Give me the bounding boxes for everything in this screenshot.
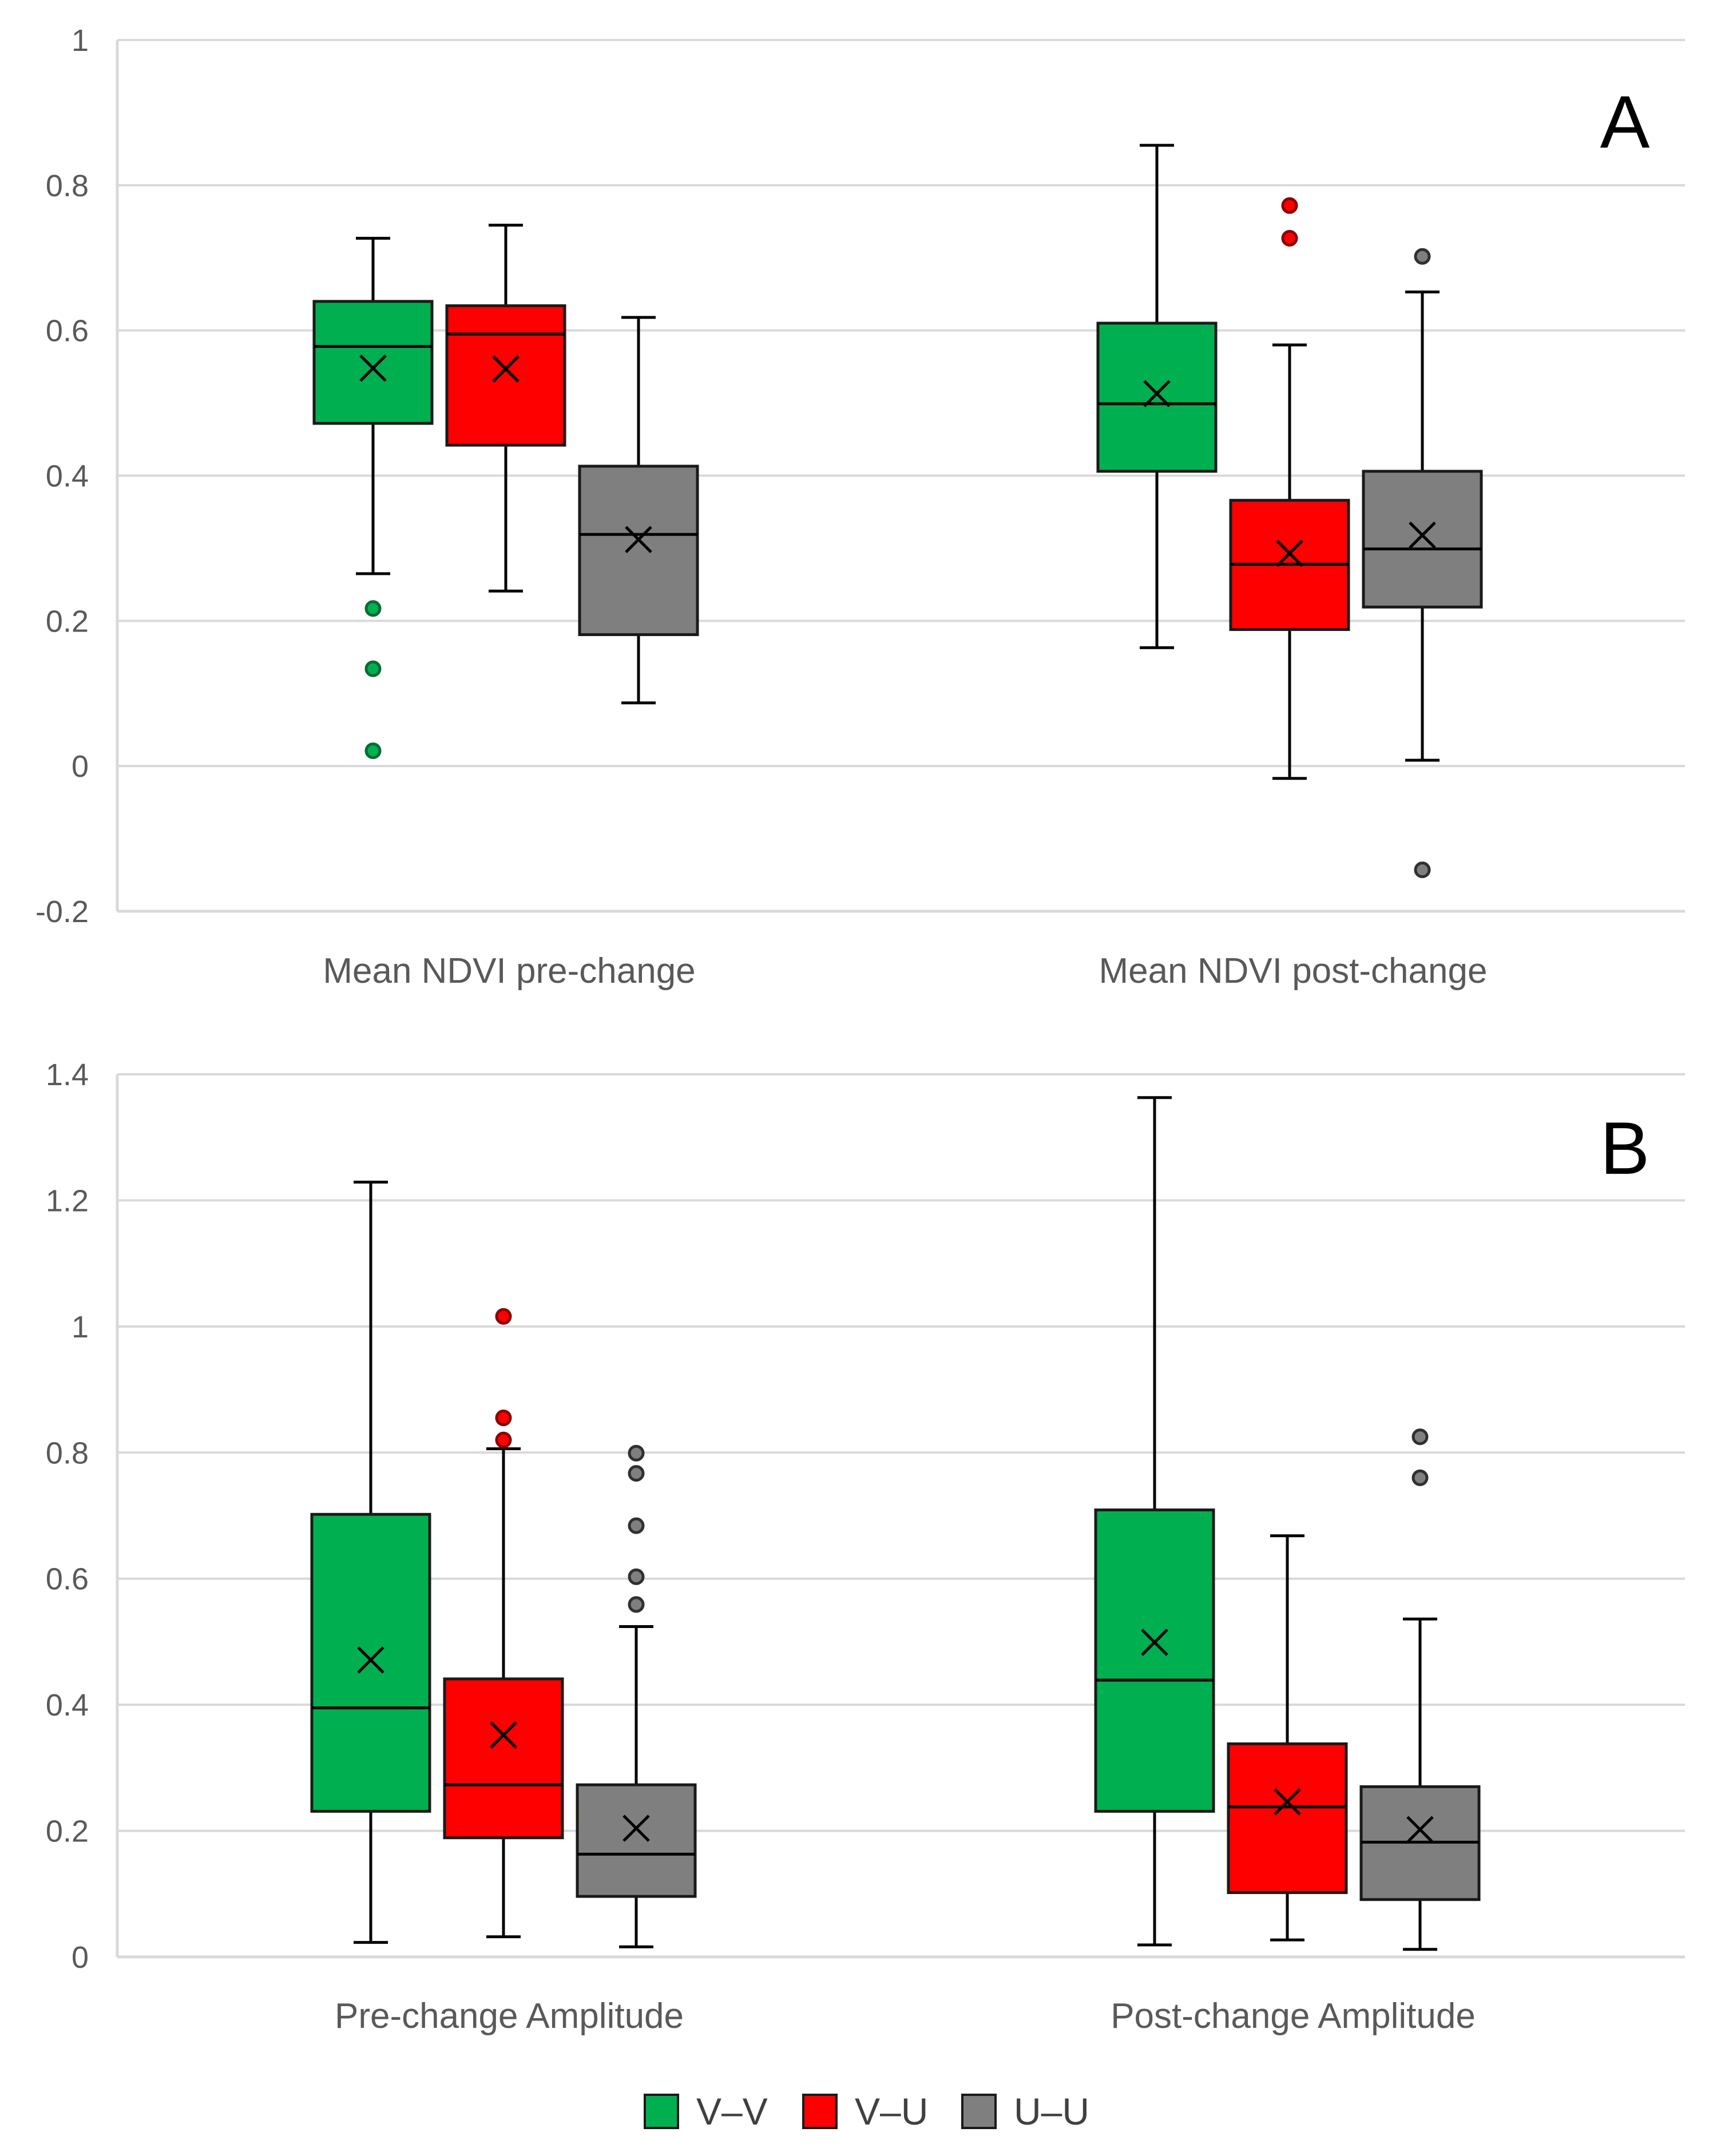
panel-a-box-vv-1-mean-marker — [1143, 380, 1171, 407]
panel-b-box-vu-0-outlier-0 — [495, 1308, 512, 1325]
panel-b-box-vv-1 — [1094, 1096, 1215, 1947]
panel-a-box-uu-0 — [578, 316, 699, 705]
panel-a-box-vu-0-mean-marker — [492, 355, 520, 383]
panel-a-box-uu-0-mean-marker — [625, 526, 652, 553]
panel-a-ytick-label-1: 0 — [72, 749, 89, 784]
panel-b-ytick-label-2: 0.4 — [46, 1688, 89, 1722]
panel-b-ytick-label-3: 0.6 — [46, 1562, 89, 1597]
panel-b-box-vv-1-iqr-rect — [1094, 1508, 1215, 1813]
panel-b-box-uu-0 — [576, 1444, 697, 1948]
panel-a-ytick-label-4: 0.6 — [46, 314, 89, 348]
panel-a-box-vv-0 — [312, 236, 434, 760]
panel-b-box-vu-0 — [443, 1308, 564, 1939]
panel-b-boxes — [310, 1096, 1481, 1951]
panel-b-box-uu-1-outlier-1 — [1411, 1469, 1429, 1486]
panel-b-box-uu-0-mean-marker — [622, 1814, 650, 1842]
panel-a-box-vv-0-outlier-1 — [364, 660, 382, 677]
legend-swatch-vv — [644, 2094, 679, 2129]
panel-b-box-vv-0 — [310, 1180, 431, 1944]
panel-a-box-uu-1-outlier-1 — [1414, 861, 1431, 879]
panel-b-box-vu-1-iqr-rect — [1227, 1742, 1348, 1895]
panel-b-category-labels: Pre-change Amplitude Post-change Amplitud… — [335, 1996, 1476, 2036]
panel-b-box-uu-0-outlier-4 — [628, 1596, 645, 1613]
panel-b-box-uu-0-outlier-3 — [628, 1568, 645, 1585]
panel-a-ytick-label-2: 0.2 — [46, 604, 89, 638]
panel-b-box-vu-1-mean-marker — [1274, 1788, 1301, 1816]
panel-a: -0.200.20.40.60.81 Mean NDVI pre-change M… — [35, 23, 1685, 991]
panel-a-ytick-label-0: -0.2 — [35, 895, 89, 929]
panel-a-category-label-0: Mean NDVI pre-change — [323, 951, 695, 991]
legend-swatch-uu — [961, 2094, 997, 2129]
panel-b-category-label-1: Post-change Amplitude — [1111, 1996, 1476, 2036]
panel-b-box-vv-0-iqr-rect — [310, 1512, 431, 1813]
panel-b-ytick-label-4: 0.8 — [46, 1436, 89, 1470]
panel-b-box-vu-0-iqr-rect — [443, 1677, 564, 1840]
panel-b-y-ticks: 0 0.2 0.4 0.6 0.8 1 1.2 1.4 — [46, 1058, 89, 1975]
panel-b-box-vu-0-mean-marker — [490, 1721, 517, 1749]
panel-b-box-uu-0-outlier-2 — [628, 1517, 645, 1534]
panel-a-box-vv-0-iqr-rect — [312, 300, 434, 425]
panel-a-y-ticks: -0.2 0 0.2 0.4 0.6 0.8 1 — [35, 23, 89, 929]
panel-b-box-uu-1-mean-marker — [1406, 1816, 1434, 1844]
panel-b-ytick-label-5: 1 — [72, 1310, 89, 1344]
panel-a-box-vv-0-mean-marker — [359, 354, 387, 382]
panel-a-boxes — [312, 144, 1483, 879]
panel-b-box-uu-0-iqr-rect — [576, 1783, 697, 1898]
panel-a-box-vu-1-outlier-0 — [1281, 197, 1298, 214]
panel-a-ytick-label-6: 1 — [72, 23, 89, 58]
panel-b-box-uu-1-outlier-0 — [1411, 1428, 1429, 1446]
panel-a-category-labels: Mean NDVI pre-change Mean NDVI post-chang… — [323, 951, 1487, 991]
panel-a-ytick-label-5: 0.8 — [46, 169, 89, 203]
panel-b-box-uu-0-outlier-1 — [628, 1465, 645, 1482]
panel-a-box-vv-1-iqr-rect — [1096, 321, 1218, 473]
panel-a-box-vu-0 — [445, 224, 566, 593]
panel-a-letter: A — [1600, 80, 1650, 164]
panel-a-box-vv-0-outlier-2 — [364, 743, 382, 760]
legend: V–V V–U U–U — [644, 2090, 1089, 2133]
panel-a-box-uu-0-iqr-rect — [578, 464, 699, 636]
panel-a-box-vu-1-mean-marker — [1276, 539, 1303, 567]
panel-b-box-vu-0-outlier-1 — [495, 1409, 512, 1427]
panel-a-box-uu-1-mean-marker — [1409, 521, 1436, 549]
panel-a-box-uu-1 — [1362, 248, 1483, 879]
panel-a-ytick-label-3: 0.4 — [46, 459, 89, 494]
panel-b-box-vv-0-mean-marker — [357, 1646, 384, 1674]
legend-label-vu: V–U — [855, 2090, 928, 2133]
legend-label-uu: U–U — [1014, 2090, 1089, 2133]
panel-b-box-vu-1 — [1227, 1534, 1348, 1941]
panel-b-box-vu-0-outlier-2 — [495, 1431, 512, 1448]
panel-a-box-uu-1-iqr-rect — [1362, 470, 1483, 609]
panel-a-box-vv-0-outlier-0 — [364, 600, 382, 617]
panel-b-ytick-label-7: 1.4 — [46, 1058, 89, 1092]
panel-a-box-uu-1-outlier-0 — [1414, 248, 1431, 265]
panel-b-box-uu-1 — [1359, 1428, 1481, 1951]
panel-a-box-vv-1 — [1096, 144, 1218, 649]
panel-b-ytick-label-1: 0.2 — [46, 1814, 89, 1849]
panel-b-category-label-0: Pre-change Amplitude — [335, 1996, 684, 2036]
panel-b-box-vv-1-mean-marker — [1141, 1629, 1168, 1656]
panel-a-category-label-1: Mean NDVI post-change — [1099, 951, 1488, 991]
panel-b-letter: B — [1600, 1106, 1650, 1190]
legend-label-vv: V–V — [696, 2090, 768, 2133]
panel-b: 0 0.2 0.4 0.6 0.8 1 1.2 1.4 Pre-change Amplitud… — [46, 1058, 1685, 2036]
panel-b-ytick-label-6: 1.2 — [46, 1184, 89, 1218]
panel-b-box-uu-0-outlier-0 — [628, 1444, 645, 1462]
panel-a-box-vu-1-outlier-1 — [1281, 229, 1298, 247]
legend-swatch-vu — [802, 2094, 838, 2129]
panel-a-box-vu-0-iqr-rect — [445, 304, 566, 447]
panel-b-ytick-label-0: 0 — [72, 1940, 89, 1975]
panel-a-box-vu-1 — [1229, 197, 1350, 780]
